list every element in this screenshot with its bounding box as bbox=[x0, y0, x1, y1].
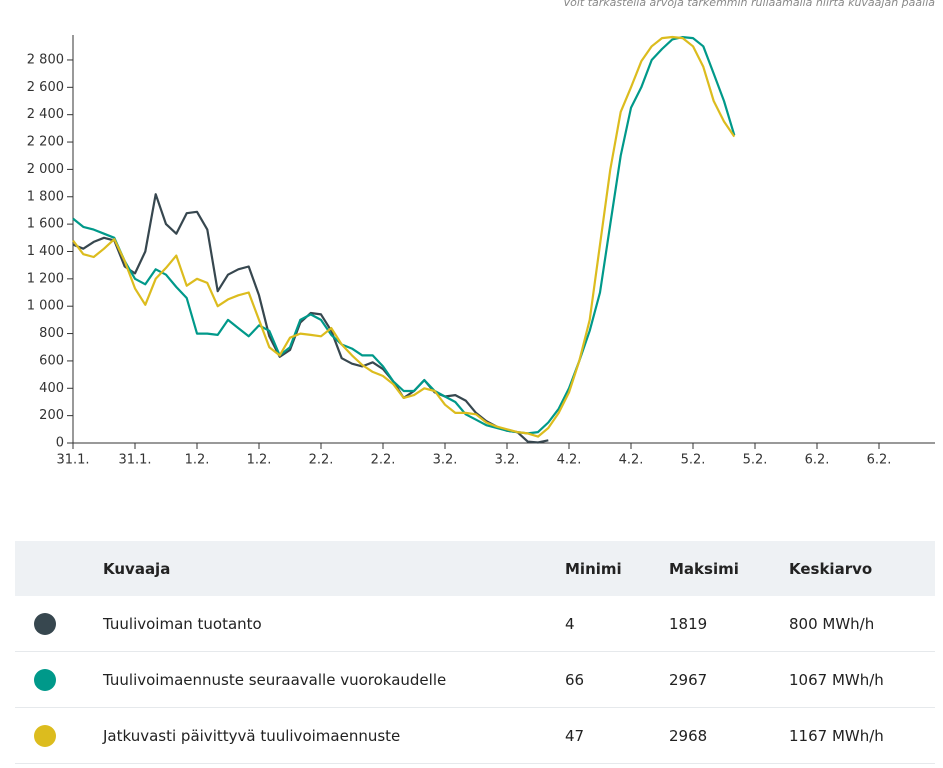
x-tick-label: 2.2. bbox=[371, 453, 396, 468]
x-tick-label: 6.2. bbox=[805, 453, 830, 468]
chart-subtitle: Voit tarkastella arvoja tarkemmin rullaa… bbox=[563, 0, 935, 9]
x-tick-label: 1.2. bbox=[247, 453, 272, 468]
y-tick-label: 400 bbox=[39, 381, 64, 396]
cell-name: Tuulivoimaennuste seuraavalle vuorokaude… bbox=[103, 651, 565, 708]
cell-min: 4 bbox=[565, 596, 669, 652]
col-header: Maksimi bbox=[669, 541, 789, 596]
table-row: Tuulivoiman tuotanto 4 1819 800 MWh/h bbox=[15, 596, 935, 652]
x-tick-label: 31.1. bbox=[56, 453, 89, 468]
legend-dot bbox=[34, 612, 56, 635]
cell-avg: 800 MWh/h bbox=[789, 596, 935, 652]
cell-min: 47 bbox=[565, 707, 669, 764]
y-tick-label: 2 000 bbox=[27, 162, 64, 177]
x-tick-label: 4.2. bbox=[557, 453, 582, 468]
cell-max: 2967 bbox=[669, 651, 789, 708]
x-tick-label: 5.2. bbox=[681, 453, 706, 468]
y-tick-label: 0 bbox=[56, 436, 64, 451]
y-tick-label: 600 bbox=[39, 353, 64, 368]
stats-table: Kuvaaja Minimi Maksimi Keskiarvo Tuulivo… bbox=[15, 541, 935, 764]
x-tick-label: 3.2. bbox=[433, 453, 458, 468]
legend-dot bbox=[34, 668, 56, 691]
x-tick-label: 4.2. bbox=[619, 453, 644, 468]
y-tick-label: 2 800 bbox=[27, 52, 64, 67]
y-tick-label: 2 600 bbox=[27, 80, 64, 95]
cell-min: 66 bbox=[565, 651, 669, 708]
col-header: Keskiarvo bbox=[789, 541, 935, 596]
x-tick-label: 1.2. bbox=[185, 453, 210, 468]
table-row: Tuulivoimaennuste seuraavalle vuorokaude… bbox=[15, 651, 935, 708]
y-tick-label: 1 200 bbox=[27, 271, 64, 286]
y-tick-label: 1 800 bbox=[27, 189, 64, 204]
table-header: Kuvaaja Minimi Maksimi Keskiarvo bbox=[15, 541, 935, 596]
x-tick-label: 6.2. bbox=[867, 453, 892, 468]
cell-max: 1819 bbox=[669, 596, 789, 652]
chart: Voit tarkastella arvoja tarkemmin rullaa… bbox=[27, 0, 935, 468]
x-tick-label: 31.1. bbox=[118, 453, 151, 468]
y-tick-label: 1 400 bbox=[27, 244, 64, 259]
y-tick-label: 800 bbox=[39, 326, 64, 341]
series-line bbox=[72, 36, 736, 435]
series-line bbox=[72, 35, 736, 438]
y-tick-label: 2 200 bbox=[27, 135, 64, 150]
table-row: Jatkuvasti päivittyvä tuulivoimaennuste 4… bbox=[15, 707, 935, 764]
cell-avg: 1167 MWh/h bbox=[789, 707, 935, 764]
col-header: Minimi bbox=[565, 541, 669, 596]
cell-avg: 1067 MWh/h bbox=[789, 651, 935, 708]
y-tick-label: 2 400 bbox=[27, 107, 64, 122]
y-tick-label: 1 000 bbox=[27, 299, 64, 314]
y-tick-label: 200 bbox=[39, 408, 64, 423]
x-tick-label: 2.2. bbox=[309, 453, 334, 468]
x-tick-label: 5.2. bbox=[743, 453, 768, 468]
x-tick-label: 3.2. bbox=[495, 453, 520, 468]
col-header: Kuvaaja bbox=[103, 541, 565, 596]
cell-max: 2968 bbox=[669, 707, 789, 764]
cell-name: Tuulivoiman tuotanto bbox=[103, 596, 565, 652]
cell-name: Jatkuvasti päivittyvä tuulivoimaennuste bbox=[103, 707, 565, 764]
y-tick-label: 1 600 bbox=[27, 217, 64, 232]
legend-dot bbox=[34, 724, 56, 747]
series-line bbox=[72, 193, 549, 444]
